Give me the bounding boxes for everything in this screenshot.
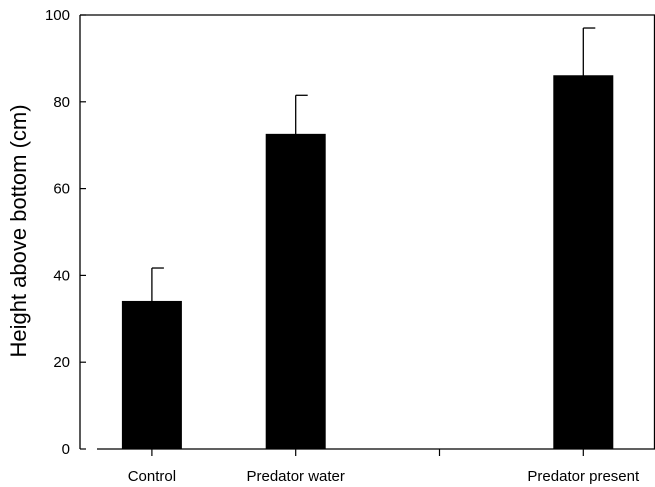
y-tick-label: 100: [45, 7, 70, 24]
bar: [553, 75, 614, 450]
y-tick-label: 60: [53, 181, 70, 198]
y-axis-title: Height above bottom (cm): [6, 104, 31, 357]
x-tick-label: Predator water: [247, 468, 345, 485]
y-tick-label: 0: [62, 441, 70, 458]
x-tick-label: Control: [128, 468, 176, 485]
bar: [121, 300, 182, 450]
y-tick-label: 80: [53, 94, 70, 111]
x-tick-label: Predator present: [527, 468, 640, 485]
bar: [265, 133, 326, 450]
plot-area: 0 20 40 60 80 100 Control Predator water Predato…: [45, 7, 655, 485]
y-tick-label: 20: [53, 354, 70, 371]
y-tick-label: 40: [53, 267, 70, 284]
